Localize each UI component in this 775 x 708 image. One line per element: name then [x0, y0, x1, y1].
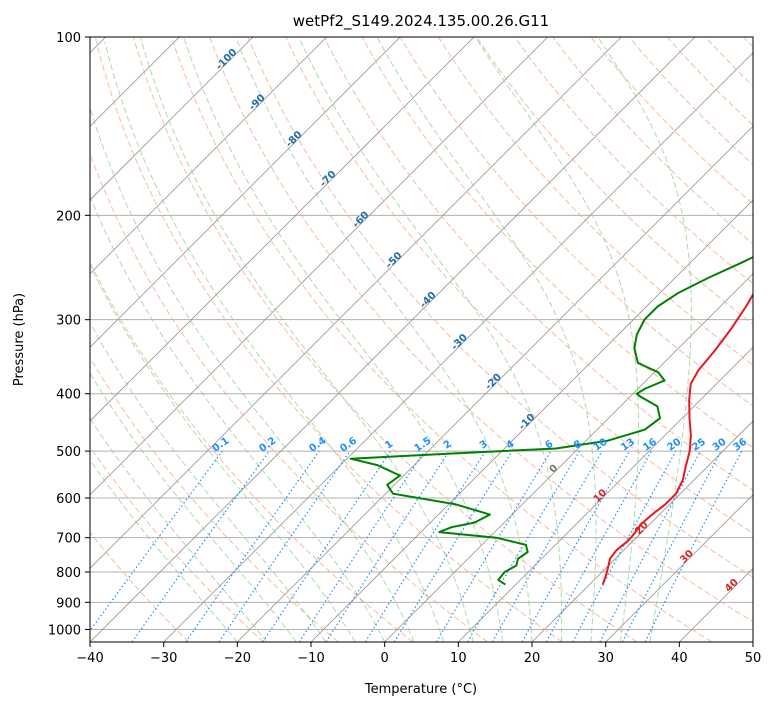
moist-adiabat-line	[235, 37, 533, 642]
moist-adiabat-line	[90, 264, 356, 642]
dewpoint-line	[349, 256, 753, 586]
moist-adiabat-line	[474, 37, 639, 642]
x-tick-label: −40	[76, 651, 103, 666]
moist-adiabat-line	[90, 372, 297, 642]
x-tick-label: 10	[450, 651, 467, 666]
x-tick-label: 0	[381, 651, 389, 666]
plot-frame	[89, 36, 754, 643]
y-tick-label: 500	[56, 445, 81, 460]
dry-adiabat-line	[285, 37, 753, 535]
y-tick-label: 100	[56, 31, 81, 46]
dry-adiabat-line	[399, 37, 753, 407]
moist-adiabat-line	[376, 37, 597, 642]
dry-adiabat-line	[94, 37, 563, 642]
isotherm-line	[90, 37, 696, 642]
dry-adiabat-line	[171, 37, 712, 642]
moist-adiabat-line	[597, 37, 692, 642]
isotherm-line	[531, 420, 753, 642]
dry-adiabat-line	[247, 37, 753, 578]
x-tick-label: −10	[297, 651, 324, 666]
y-tick-label: 900	[56, 596, 81, 611]
isotherm-line	[237, 125, 753, 642]
moist-adiabat-line	[298, 37, 563, 642]
series-layer	[349, 256, 753, 586]
background-lines	[90, 37, 753, 642]
dry-adiabat-line	[90, 152, 488, 642]
mixing-ratio-line	[185, 450, 320, 642]
y-tick-label: 300	[56, 314, 81, 329]
y-axis: 100 200 300 400 500 600 700 800 900 1000	[48, 31, 90, 638]
isotherm-line	[752, 641, 753, 642]
dry-adiabat-line	[132, 37, 638, 642]
moist-adiabat-line	[90, 417, 268, 642]
moist-adiabat-line	[90, 195, 386, 642]
mixing-ratio-line	[545, 450, 653, 642]
dry-adiabat-line	[437, 37, 753, 366]
x-tick-label: −30	[150, 651, 177, 666]
dry-adiabat-line	[514, 37, 753, 285]
dry-adiabat-line	[90, 356, 339, 642]
y-tick-label: 600	[56, 492, 81, 507]
x-tick-label: 50	[745, 651, 762, 666]
isotherm-line	[90, 37, 327, 275]
mixing-ratio-line	[325, 450, 450, 642]
y-tick-label: 400	[56, 388, 81, 403]
y-axis-label: Pressure (hPa)	[12, 293, 27, 386]
isotherm-line	[90, 37, 622, 569]
mixing-ratio-line	[521, 450, 631, 642]
dry-adiabat-line	[209, 37, 753, 623]
x-tick-label: 40	[671, 651, 688, 666]
x-tick-label: 30	[597, 651, 614, 666]
isotherm-line	[163, 52, 753, 642]
y-tick-label: 800	[56, 566, 81, 581]
mixing-ratio-line	[90, 450, 223, 632]
moist-adiabat-line	[90, 321, 327, 642]
isotherm-line	[90, 37, 401, 348]
mixing-ratio-line	[644, 450, 743, 642]
dry-adiabat-line	[90, 446, 264, 642]
x-tick-label: 20	[524, 651, 541, 666]
dry-adiabat-line	[90, 260, 414, 642]
isotherm-line	[384, 273, 753, 642]
temperature-line	[601, 292, 753, 585]
mixing-ratio-line	[218, 450, 351, 642]
moist-adiabat-line	[183, 37, 503, 642]
isotherm-line	[458, 346, 753, 642]
y-tick-label: 200	[56, 209, 81, 224]
y-tick-label: 1000	[48, 623, 81, 638]
isotherm-line	[90, 37, 548, 496]
chart-title: wetPf2_S149.2024.135.00.26.G11	[293, 12, 549, 31]
mixing-ratio-line	[393, 450, 513, 642]
moist-adiabat-line	[139, 37, 474, 642]
moist-adiabat-line	[104, 41, 445, 642]
dry-adiabat-line	[361, 37, 753, 449]
isotherm-line	[90, 37, 254, 201]
y-tick-label: 700	[56, 532, 81, 547]
isotherm-line	[605, 494, 753, 642]
x-axis: −40 −30 −20 −10 0 10 20 30 40 50	[76, 642, 761, 666]
x-tick-label: −20	[224, 651, 251, 666]
dry-adiabat-line	[90, 531, 190, 642]
isotherm-line	[90, 37, 475, 422]
mixing-ratio-line	[131, 450, 270, 642]
moist-adiabat-line	[90, 106, 415, 642]
mixing-ratio-line	[572, 450, 677, 642]
x-axis-label: Temperature (°C)	[364, 682, 477, 697]
moist-adiabat-line	[90, 459, 238, 642]
mixing-ratio-line	[262, 450, 392, 642]
